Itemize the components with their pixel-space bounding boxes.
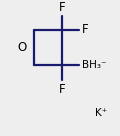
Text: O: O <box>17 41 26 54</box>
Text: F: F <box>82 23 88 36</box>
Text: K⁺: K⁺ <box>95 108 107 118</box>
Text: F: F <box>59 83 66 96</box>
Text: BH₃⁻: BH₃⁻ <box>82 60 106 70</box>
Text: F: F <box>59 1 66 14</box>
